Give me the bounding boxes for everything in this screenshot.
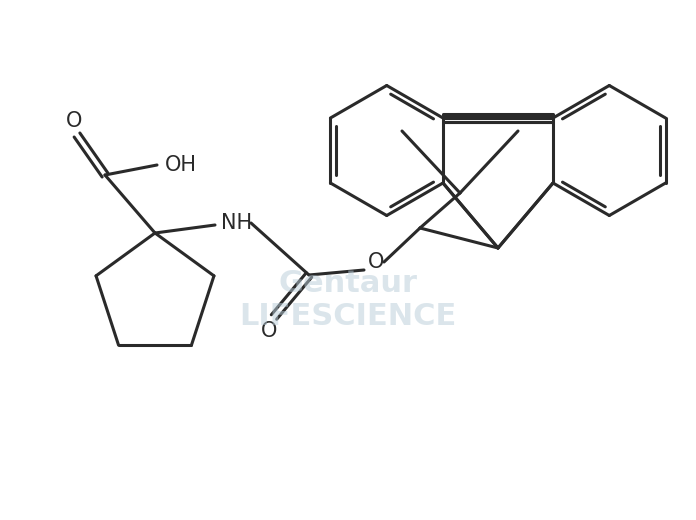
- Text: Gentaur
LIFESCIENCE: Gentaur LIFESCIENCE: [239, 269, 457, 331]
- Text: O: O: [367, 252, 384, 272]
- Text: O: O: [66, 111, 82, 131]
- Text: NH: NH: [221, 213, 253, 233]
- Text: OH: OH: [165, 155, 197, 175]
- Text: O: O: [261, 321, 277, 341]
